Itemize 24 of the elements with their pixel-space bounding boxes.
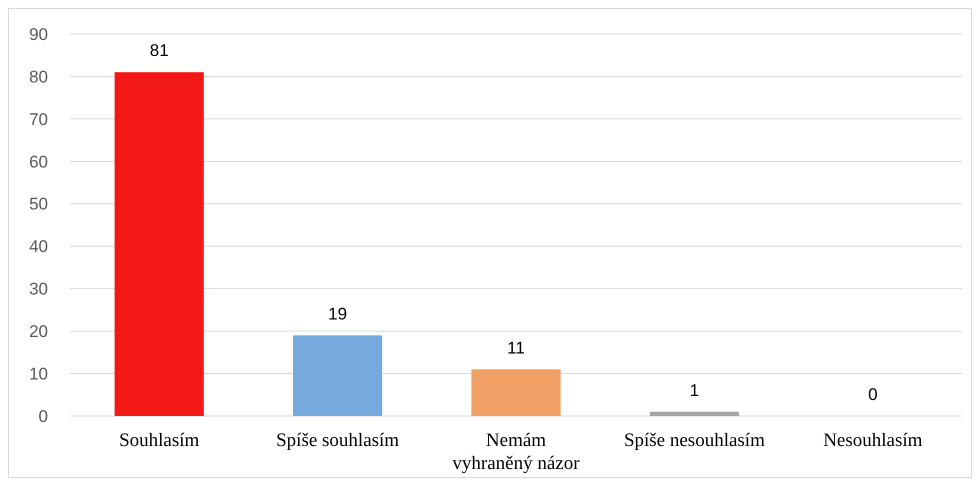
- y-tick-label: 10: [29, 364, 48, 384]
- y-tick-label: 90: [29, 24, 48, 44]
- bar: [114, 72, 204, 416]
- data-label: 19: [328, 304, 348, 324]
- x-tick-label: Spíše souhlasím: [276, 430, 400, 451]
- y-tick-label: 60: [29, 152, 48, 172]
- bar: [650, 412, 739, 416]
- y-tick-label: 70: [29, 110, 48, 129]
- x-tick-label: Nesouhlasím: [823, 430, 923, 451]
- y-tick-label: 30: [29, 280, 48, 299]
- data-label: 81: [150, 41, 169, 60]
- x-tick-label: Souhlasím: [119, 430, 200, 451]
- bar: [471, 369, 561, 416]
- x-tick-label: Nemám vyhraněný názor: [452, 430, 580, 474]
- data-label: 1: [690, 380, 700, 400]
- y-tick-label: 40: [29, 237, 48, 256]
- y-tick-label: 20: [29, 322, 48, 342]
- y-tick-label: 0: [38, 406, 48, 426]
- y-tick-label: 80: [29, 67, 48, 86]
- x-tick-label: Spíše nesouhlasím: [624, 430, 766, 451]
- bar: [293, 335, 382, 416]
- y-tick-label: 50: [29, 194, 48, 214]
- data-label: 0: [868, 385, 878, 404]
- data-label: 11: [507, 338, 525, 358]
